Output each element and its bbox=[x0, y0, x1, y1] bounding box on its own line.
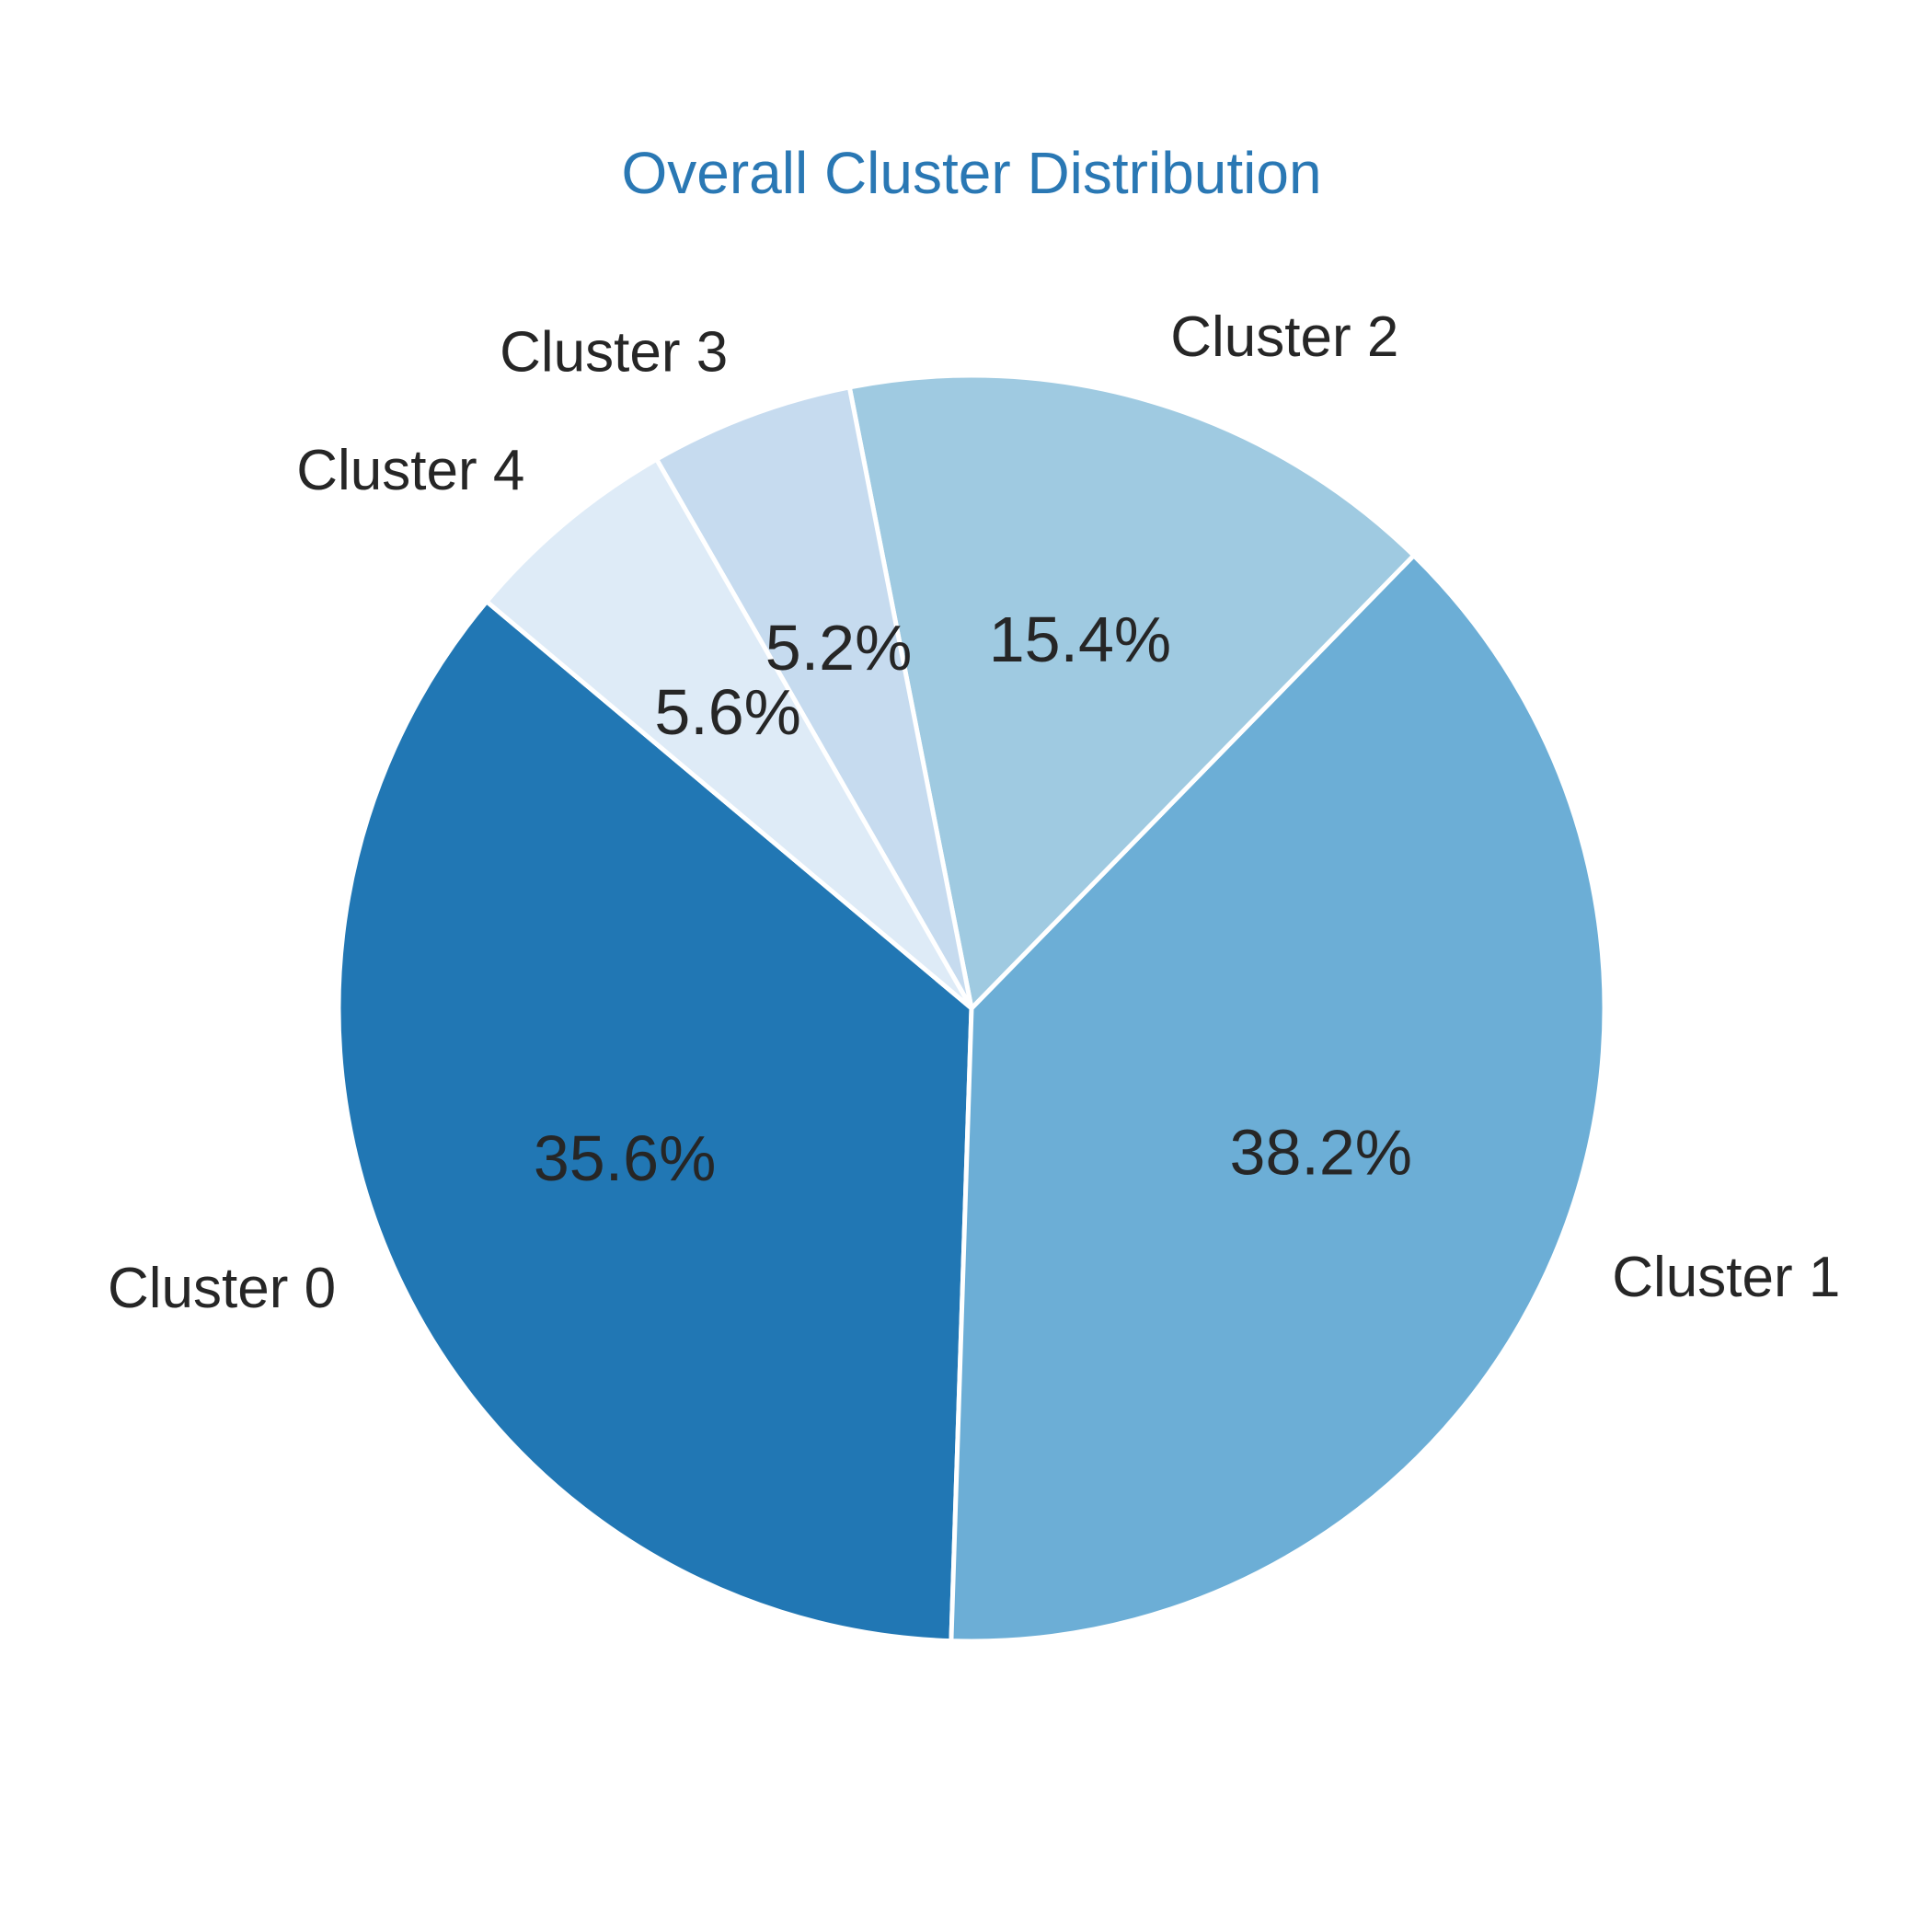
percent-label-3: 5.2% bbox=[765, 612, 913, 684]
pie-slices bbox=[336, 373, 1607, 1644]
pie-slice-1 bbox=[949, 552, 1607, 1644]
pie-slice-2 bbox=[846, 373, 1418, 1014]
pie-slice-0 bbox=[336, 598, 974, 1644]
pie-labels: Cluster 0 35.6% Cluster 1 38.2% Cluster 2 15.… bbox=[108, 305, 1840, 1320]
percent-label-1: 38.2% bbox=[1230, 1116, 1412, 1188]
percent-label-0: 35.6% bbox=[534, 1122, 716, 1194]
percent-label-4: 5.6% bbox=[654, 676, 801, 748]
pie-slice-4 bbox=[483, 455, 974, 1010]
slice-label-2: Cluster 2 bbox=[1170, 305, 1398, 369]
slice-label-4: Cluster 4 bbox=[296, 439, 524, 502]
slice-label-1: Cluster 1 bbox=[1612, 1246, 1840, 1309]
slice-label-0: Cluster 0 bbox=[108, 1257, 336, 1320]
chart-title: Overall Cluster Distribution bbox=[621, 140, 1321, 206]
slice-label-3: Cluster 3 bbox=[500, 320, 728, 384]
percent-label-2: 15.4% bbox=[989, 604, 1171, 675]
pie-slice-3 bbox=[653, 384, 974, 1010]
